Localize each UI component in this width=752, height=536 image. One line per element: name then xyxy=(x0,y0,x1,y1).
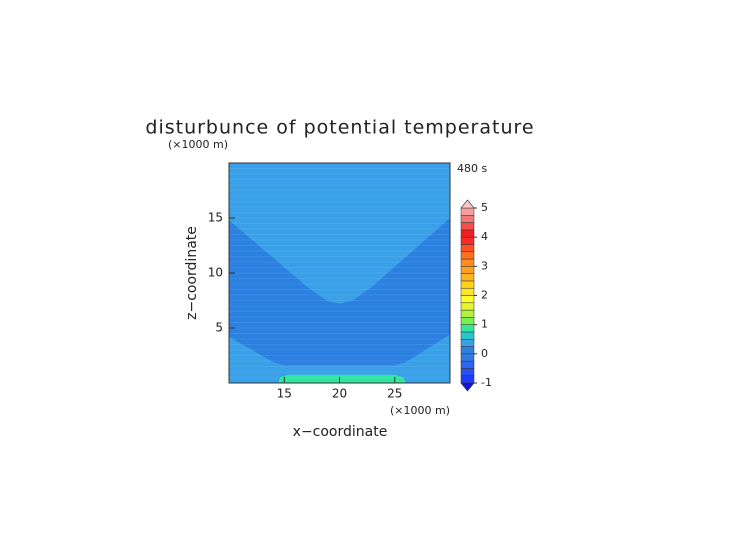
x-unit: (×1000 m) xyxy=(390,404,450,417)
y-unit: (×1000 m) xyxy=(168,138,228,151)
colorbar-band xyxy=(460,368,475,376)
colorbar-band xyxy=(460,331,475,340)
colorbar-under xyxy=(460,382,475,392)
colorbar-band xyxy=(460,375,475,384)
colorbar-band xyxy=(460,339,475,347)
colorbar-band xyxy=(460,207,475,216)
contour-region xyxy=(229,218,450,366)
y-tick-label: 5 xyxy=(215,321,223,335)
x-tick-label: 20 xyxy=(332,387,347,401)
x-tick-label: 15 xyxy=(277,387,292,401)
x-axis-label: x−coordinate xyxy=(293,424,388,440)
colorbar-tick-label: -1 xyxy=(481,376,492,389)
colorbar-band xyxy=(460,360,475,369)
colorbar-over xyxy=(460,199,475,209)
colorbar-band xyxy=(460,215,475,223)
colorbar-band xyxy=(460,346,475,355)
y-tick-label: 10 xyxy=(208,266,223,280)
colorbar-band xyxy=(460,251,475,260)
colorbar-band xyxy=(460,273,475,282)
colorbar-band xyxy=(460,324,475,333)
colorbar-tick-label: 5 xyxy=(481,201,488,214)
time-label: 480 s xyxy=(457,162,487,175)
colorbar-band xyxy=(460,280,475,289)
colorbar-band xyxy=(460,222,475,231)
colorbar-band xyxy=(460,317,475,325)
colorbar-band xyxy=(460,229,475,238)
colorbar-band xyxy=(460,295,475,304)
colorbar-band xyxy=(460,287,475,296)
x-tick-label: 25 xyxy=(387,387,402,401)
colorbar-band xyxy=(460,266,475,274)
colorbar-band xyxy=(460,353,475,362)
colorbar-band xyxy=(460,236,475,245)
colorbar-band xyxy=(460,258,475,267)
colorbar-tick-label: 2 xyxy=(481,289,488,302)
chart-title: disturbunce of potential temperature xyxy=(145,117,534,139)
colorbar-tick-label: 1 xyxy=(481,318,488,331)
colorbar-tick-label: 0 xyxy=(481,347,488,360)
y-axis-label: z−coordinate xyxy=(184,226,200,320)
colorbar-band xyxy=(460,302,475,311)
contour-region xyxy=(278,374,406,383)
colorbar-tick-label: 4 xyxy=(481,230,488,243)
colorbar-band xyxy=(460,309,475,318)
colorbar-tick-label: 3 xyxy=(481,259,488,272)
y-tick-label: 15 xyxy=(208,211,223,225)
colorbar-band xyxy=(460,244,475,252)
